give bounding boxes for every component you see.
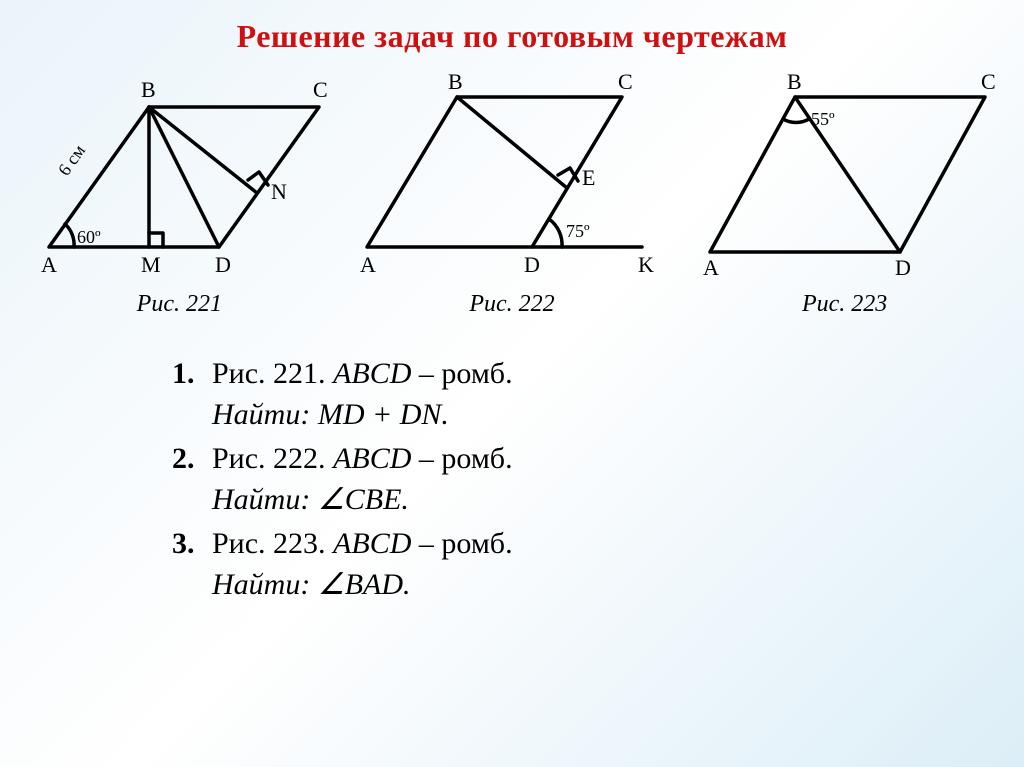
problem-number: 2. <box>172 439 212 520</box>
figure-3-svg: A B C D 55º <box>685 67 1005 287</box>
problem-find-label: Найти <box>212 568 300 601</box>
fig1-label-A: A <box>41 252 57 277</box>
page-title: Решение задач по готовым чертежам <box>0 0 1024 55</box>
problem-number: 1. <box>172 354 212 435</box>
figure-3: A B C D 55º Рис. 223 <box>685 67 1005 318</box>
problem-shape-word: – ромб. <box>411 357 512 390</box>
figure-1: A B C D M N 60º 6 см Рис. 221 <box>19 67 339 318</box>
fig2-label-K: K <box>638 252 654 277</box>
problem-find-text: : ∠BAD. <box>300 568 410 601</box>
problem-find-label: Найти <box>212 483 300 516</box>
fig3-label-D: D <box>895 255 911 280</box>
fig2-label-A: A <box>360 252 376 277</box>
fig1-label-D: D <box>215 252 231 277</box>
fig1-side-6cm: 6 см <box>54 141 89 179</box>
figure-2-caption: Рис. 222 <box>469 291 554 318</box>
problem-text: Рис. 223. ABCD – ромб. Найти: ∠BAD. <box>212 524 513 605</box>
problem-shape: ABCD <box>333 442 411 475</box>
problem-shape: ABCD <box>333 357 411 390</box>
fig1-label-B: B <box>141 77 156 102</box>
fig3-label-B: B <box>787 69 802 94</box>
problem-find-text: : MD + DN. <box>300 398 449 431</box>
figure-2-svg: A B C D E K 75º <box>342 67 682 287</box>
fig1-label-C: C <box>313 77 328 102</box>
problem-shape-word: – ромб. <box>411 527 512 560</box>
problem-ref: Рис. 221. <box>212 357 326 390</box>
fig2-label-C: C <box>618 69 633 94</box>
fig3-label-C: C <box>981 69 996 94</box>
figure-1-svg: A B C D M N 60º 6 см <box>19 67 339 287</box>
fig3-angle-55: 55º <box>811 109 835 129</box>
problem-find-text: : ∠CBE. <box>300 483 409 516</box>
problem-item: 1. Рис. 221. ABCD – ромб. Найти: MD + DN… <box>172 354 852 435</box>
fig2-label-E: E <box>582 165 595 190</box>
fig1-angle-60: 60º <box>77 227 101 247</box>
fig2-label-D: D <box>524 252 540 277</box>
figure-3-caption: Рис. 223 <box>802 291 887 318</box>
fig2-angle-75: 75º <box>566 221 590 241</box>
figures-row: A B C D M N 60º 6 см Рис. 221 <box>0 67 1024 318</box>
problem-find-label: Найти <box>212 398 300 431</box>
problem-list: 1. Рис. 221. ABCD – ромб. Найти: MD + DN… <box>172 354 852 605</box>
problem-item: 2. Рис. 222. ABCD – ромб. Найти: ∠CBE. <box>172 439 852 520</box>
fig1-label-M: M <box>141 252 161 277</box>
problem-number: 3. <box>172 524 212 605</box>
figure-2: A B C D E K 75º Рис. 222 <box>342 67 682 318</box>
problem-ref: Рис. 222. <box>212 442 326 475</box>
problem-ref: Рис. 223. <box>212 527 326 560</box>
problem-text: Рис. 221. ABCD – ромб. Найти: MD + DN. <box>212 354 513 435</box>
problem-shape: ABCD <box>333 527 411 560</box>
problem-shape-word: – ромб. <box>411 442 512 475</box>
fig2-label-B: B <box>448 69 463 94</box>
fig3-label-A: A <box>703 255 719 280</box>
problem-item: 3. Рис. 223. ABCD – ромб. Найти: ∠BAD. <box>172 524 852 605</box>
fig1-label-N: N <box>271 179 287 204</box>
problem-text: Рис. 222. ABCD – ромб. Найти: ∠CBE. <box>212 439 513 520</box>
figure-1-caption: Рис. 221 <box>137 291 222 318</box>
